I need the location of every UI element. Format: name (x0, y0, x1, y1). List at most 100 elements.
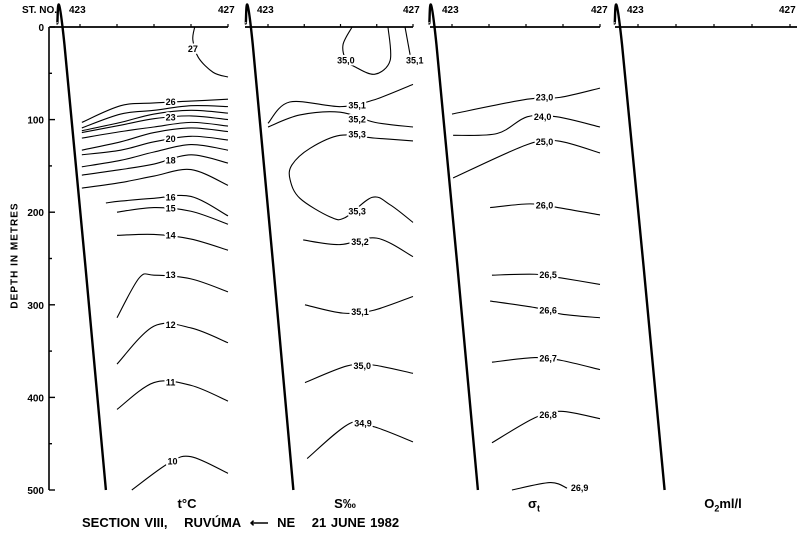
panel-salinity: 35,0 35,1 35,1 35,2 35,3 35,3 35,2 35,1 35,0 34,9 (244, 3, 426, 491)
isoline-label: 16 (166, 192, 176, 202)
oxygen-label-unit: ml/l (719, 496, 742, 511)
isoline-35-2 (303, 237, 414, 258)
caption-route-to: NE (277, 515, 296, 530)
panel-temperature-station-start: 423 (69, 5, 86, 16)
isoline-22 (81, 121, 229, 139)
isoline-21 (81, 127, 229, 151)
salinity-label-text: S‰ (334, 496, 356, 511)
isoline-label: 26,5 (539, 270, 557, 280)
panel-oxygen (613, 3, 797, 491)
isoline-label: 25,0 (536, 137, 554, 147)
caption-route-from: RUVÚMA (184, 515, 242, 530)
shelf-bottom-profile (244, 3, 295, 491)
isoline-label: 35,1 (348, 101, 366, 111)
isoline-label: 14 (166, 230, 176, 240)
isoline-label: 13 (166, 270, 176, 280)
isoline-26-5 (491, 273, 601, 285)
temperature-label-text: t°C (177, 496, 197, 511)
caption-date: 21 JUNE 1982 (311, 515, 400, 530)
panel-salinity-station-end: 427 (403, 5, 420, 16)
isoline-14 (116, 233, 229, 251)
isoline-label: 26,6 (539, 305, 557, 315)
isoline-13 (116, 273, 229, 319)
isoline-34-9 (306, 420, 414, 459)
isoline-26-6 (490, 300, 601, 319)
temperature-panel-label: t°C (178, 496, 197, 511)
isoline-label: 26,9 (571, 483, 589, 493)
shelf-bottom-profile (427, 3, 480, 491)
y-tick-label: 0 (38, 23, 44, 34)
figure-caption: SECTION VIII, RUVÚMA ⟵ NE 21 JUNE 1982 (82, 515, 411, 531)
isoline-label: 35,0 (337, 55, 355, 65)
isoline-26 (490, 203, 601, 216)
y-axis: 0 100 200 300 400 500 (27, 23, 55, 497)
panel-sigma-station-start: 423 (442, 5, 459, 16)
isoline-35-2 (267, 111, 414, 128)
isoline-12 (116, 322, 229, 365)
isoline-25 (81, 105, 229, 129)
isoline-label: 18 (166, 155, 176, 165)
oxygen-panel-label: O2ml/l (704, 496, 742, 514)
salinity-panel-label: S‰ (334, 496, 356, 511)
isoline-23 (81, 115, 229, 134)
isoline-label: 35,2 (348, 115, 366, 125)
isoline-label: 35,1 (351, 307, 369, 317)
oxygen-label-subscript: 2 (714, 503, 720, 514)
isoline-label: 23 (166, 113, 176, 123)
isoline-10 (131, 455, 229, 491)
isoline-label: 35,0 (353, 361, 371, 371)
isoline-label: 10 (167, 456, 177, 466)
isoline-label: 27 (188, 44, 198, 54)
isoline-20 (81, 135, 229, 156)
isoline-label: 26,8 (539, 410, 557, 420)
panel-oxygen-station-start: 423 (627, 5, 644, 16)
isoline-35-3 (288, 134, 414, 223)
isoline-11 (116, 380, 229, 410)
isoline-17 (81, 168, 229, 189)
caption-arrow-icon: ⟵ (249, 515, 269, 530)
isoline-26-8 (491, 410, 601, 444)
isoline-label: 35,3 (348, 129, 366, 139)
isoline-16 (105, 194, 229, 217)
isoline-label: 15 (166, 203, 176, 213)
shelf-bottom-profile (55, 3, 108, 491)
panel-sigma-t: 23,0 24,0 25,0 26,0 26,5 26,6 26,7 26,8 26,9 (427, 3, 601, 495)
y-tick-label: 400 (27, 393, 44, 404)
isoline-27 (192, 26, 229, 78)
isoline-26 (81, 98, 229, 123)
y-tick-label: 500 (27, 486, 44, 497)
sigma-label-text: σ (528, 496, 537, 511)
isoline-24 (453, 114, 601, 137)
shelf-bottom-profile (613, 3, 666, 491)
isoline-23 (451, 87, 601, 115)
isoline-label: 23,0 (536, 92, 554, 102)
isoline-label: 35,1 (406, 55, 424, 65)
isoline-26-9 (511, 482, 568, 491)
isoline-label: 20 (166, 134, 176, 144)
sigma-label-subscript: t (536, 503, 540, 514)
oxygen-label-text: O (704, 496, 715, 511)
caption-section: SECTION VIII, (82, 515, 168, 530)
isoline-35-1 (404, 26, 411, 55)
isoline-35-1 (304, 295, 414, 315)
isoline-24 (81, 109, 229, 132)
isoline-label: 35,3 (348, 206, 366, 216)
isoline-15 (116, 207, 229, 225)
isoline-label: 24,0 (534, 112, 552, 122)
isoline-35-1 (267, 83, 414, 124)
panel-sigma-station-end: 427 (591, 5, 608, 16)
y-tick-label: 100 (27, 116, 44, 127)
isoline-19 (81, 144, 229, 168)
panel-temperature-station-end: 427 (218, 5, 235, 16)
station-number-label: ST. NO. (22, 5, 57, 16)
isoline-25 (452, 139, 601, 179)
isoline-26-7 (491, 356, 601, 371)
panel-oxygen-station-end: 427 (779, 5, 796, 16)
y-tick-label: 300 (27, 301, 44, 312)
isoline-35 (304, 363, 414, 384)
isoline-35 (342, 26, 392, 75)
isoline-label: 35,2 (351, 237, 369, 247)
isoline-label: 11 (166, 378, 176, 388)
